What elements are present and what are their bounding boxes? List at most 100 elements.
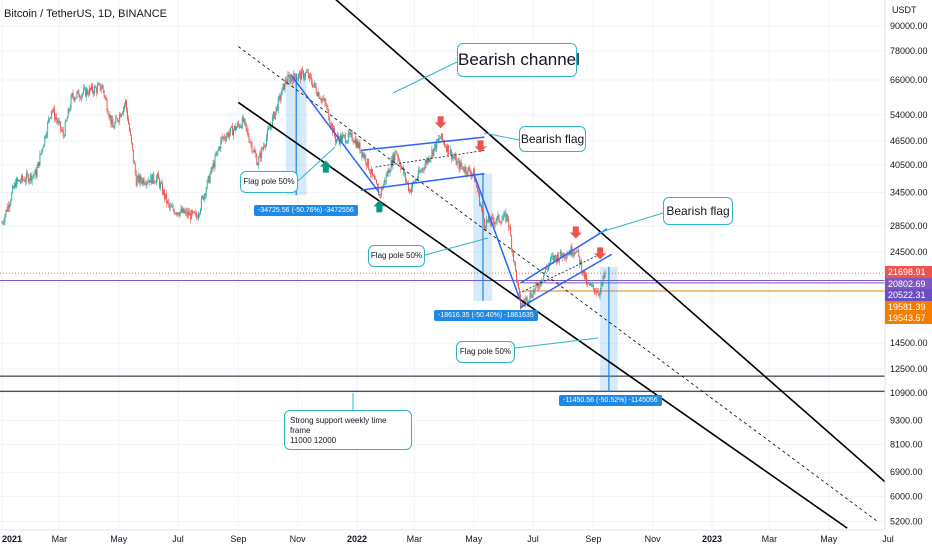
candle-body (196, 213, 197, 218)
candle-body (504, 212, 506, 214)
callout-connector (424, 237, 489, 256)
candle-body (134, 163, 136, 174)
candle-body (479, 192, 480, 206)
candle-body (309, 74, 311, 78)
strong-support-callout[interactable]: Strong support weekly time frame 11000 1… (284, 410, 412, 450)
candle-body (115, 117, 117, 123)
candle-body (96, 85, 98, 93)
candle-body (465, 166, 467, 173)
candle-body (299, 72, 301, 75)
candle-body (425, 159, 427, 165)
candle-body (255, 152, 257, 156)
candle-body (181, 208, 183, 213)
candle-body (304, 76, 305, 79)
candle-body (445, 145, 446, 147)
candle-body (37, 162, 39, 168)
candle-body (400, 164, 402, 169)
candle-body (505, 212, 507, 222)
candle-body (401, 167, 403, 169)
candle-body (99, 83, 101, 91)
candle-body (363, 153, 365, 158)
candle-body (506, 214, 508, 222)
candle-body (153, 173, 155, 182)
candle-body (300, 72, 302, 80)
candle-body (38, 162, 40, 166)
signal-arrows (319, 116, 607, 260)
candle-body (322, 98, 324, 100)
bearish-flag-callout-2[interactable]: Bearish flag (663, 197, 733, 225)
candle-body (256, 155, 258, 165)
candle-body (266, 137, 267, 145)
candle-body (524, 299, 526, 303)
candle-body (430, 156, 432, 159)
candle-body (112, 119, 114, 128)
candle-body (510, 227, 512, 237)
candle-body (68, 109, 70, 111)
candle-body (574, 251, 576, 253)
candle-body (200, 197, 202, 209)
candle-body (359, 142, 361, 153)
candle-body (501, 219, 503, 224)
candle-body (109, 115, 111, 118)
candle-body (462, 166, 464, 170)
candle-body (188, 211, 190, 216)
callout-connector (597, 212, 664, 234)
candle-body (533, 290, 535, 293)
candle-body (604, 271, 606, 277)
candle-body (334, 127, 336, 136)
candle-body (56, 120, 58, 123)
candle-body (290, 77, 292, 83)
candle-body (521, 301, 523, 306)
candle-body (567, 254, 569, 256)
candle-body (419, 170, 421, 173)
candle-body (497, 214, 499, 217)
flag-pole-callout-3[interactable]: Flag pole 50% (456, 341, 515, 363)
flag-pole-callout-2[interactable]: Flag pole 50% (368, 245, 425, 267)
candle-body (189, 212, 191, 216)
candle-body (369, 169, 371, 173)
candle-body (102, 85, 104, 91)
candle-body (45, 135, 47, 138)
candle-body (395, 151, 397, 153)
candle-body (127, 109, 128, 120)
candle-body (7, 205, 9, 212)
candle-body (171, 206, 173, 208)
candle-body (234, 125, 235, 130)
candle-body (237, 123, 239, 125)
bearish-flag-callout-1[interactable]: Bearish flag (519, 126, 586, 152)
candle-body (227, 132, 229, 136)
time-axis[interactable]: 2021 Mar May Jul Sep Nov 2022 Mar May Jul Sep Nov 20… (0, 529, 932, 550)
candle-body (292, 79, 294, 84)
candle-body (307, 72, 309, 78)
candle-body (282, 84, 284, 88)
bearish-channel-callout[interactable]: Bearish channel (457, 43, 580, 77)
callout-connector (297, 146, 336, 182)
candle-body (172, 206, 174, 211)
candle-body (231, 126, 232, 128)
candle-body (458, 161, 460, 170)
candle-body (396, 152, 398, 155)
candle-body (460, 162, 462, 167)
candle-body (440, 137, 442, 139)
candle-body (137, 175, 139, 179)
candle-body (341, 135, 343, 142)
candle-body (159, 178, 161, 188)
candle-body (587, 282, 588, 285)
candle-body (117, 118, 119, 121)
candle-body (544, 272, 546, 275)
callout-connectors (297, 61, 664, 410)
candle-body (580, 260, 582, 265)
measure-label-2: -18616.35 (-50.40%) -1861635 (434, 310, 538, 321)
candle-body (152, 173, 154, 184)
x-tick-label: Mar (407, 534, 423, 544)
candle-body (62, 130, 64, 136)
candle-body (486, 220, 488, 222)
candle-body (177, 212, 179, 215)
flag-pole-callout-1[interactable]: Flag pole 50% (240, 171, 298, 193)
candle-body (27, 175, 29, 183)
candle-body (446, 146, 447, 152)
candle-body (330, 123, 332, 127)
candle-body (478, 191, 480, 193)
flag-line (360, 136, 485, 152)
